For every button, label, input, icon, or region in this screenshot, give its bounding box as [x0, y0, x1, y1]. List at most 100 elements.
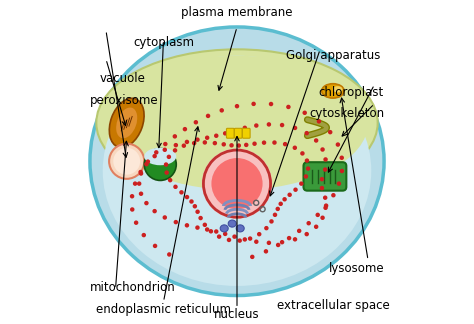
Circle shape — [173, 220, 178, 224]
Circle shape — [219, 108, 224, 113]
Circle shape — [192, 141, 196, 145]
Circle shape — [287, 192, 292, 197]
Circle shape — [320, 147, 325, 152]
Circle shape — [305, 158, 309, 163]
Circle shape — [109, 144, 144, 179]
FancyBboxPatch shape — [227, 128, 234, 138]
Circle shape — [173, 185, 178, 189]
Circle shape — [195, 210, 200, 214]
Circle shape — [297, 229, 301, 233]
Circle shape — [205, 135, 210, 140]
Circle shape — [287, 236, 292, 240]
Text: chloroplast: chloroplast — [319, 86, 384, 99]
Ellipse shape — [96, 49, 378, 196]
Circle shape — [306, 166, 310, 171]
Circle shape — [267, 241, 271, 245]
Circle shape — [307, 221, 311, 226]
Circle shape — [192, 204, 197, 209]
Circle shape — [214, 229, 219, 234]
Ellipse shape — [333, 86, 343, 93]
Circle shape — [328, 130, 332, 134]
Circle shape — [167, 252, 172, 257]
Circle shape — [206, 114, 210, 118]
Circle shape — [185, 223, 189, 227]
Circle shape — [254, 123, 258, 128]
Circle shape — [264, 249, 268, 254]
Circle shape — [173, 143, 178, 147]
Circle shape — [144, 201, 149, 205]
FancyBboxPatch shape — [303, 162, 346, 191]
Circle shape — [164, 162, 168, 167]
Circle shape — [163, 215, 167, 220]
Circle shape — [243, 237, 247, 242]
Circle shape — [195, 226, 200, 230]
Circle shape — [272, 140, 277, 145]
Circle shape — [199, 216, 203, 220]
Text: peroxisome: peroxisome — [90, 94, 159, 107]
Circle shape — [213, 141, 217, 145]
Circle shape — [252, 142, 257, 146]
Text: extracellular space: extracellular space — [276, 299, 389, 312]
Circle shape — [300, 151, 305, 156]
Circle shape — [316, 213, 320, 217]
Text: vacuole: vacuole — [100, 72, 146, 85]
Circle shape — [317, 119, 321, 123]
Circle shape — [314, 225, 319, 229]
Circle shape — [250, 255, 255, 259]
Ellipse shape — [90, 27, 384, 295]
Circle shape — [339, 156, 344, 160]
Text: lysosome: lysosome — [328, 262, 384, 275]
Circle shape — [302, 110, 307, 115]
Circle shape — [243, 126, 247, 130]
Circle shape — [304, 131, 309, 135]
Circle shape — [185, 140, 189, 144]
Circle shape — [323, 195, 328, 200]
Circle shape — [319, 177, 324, 181]
Ellipse shape — [220, 225, 228, 232]
Circle shape — [324, 203, 328, 208]
Ellipse shape — [236, 225, 244, 232]
Text: cytoplasm: cytoplasm — [133, 37, 194, 50]
Circle shape — [185, 195, 189, 199]
Circle shape — [278, 202, 283, 206]
Ellipse shape — [103, 56, 371, 286]
Circle shape — [304, 174, 308, 179]
Circle shape — [202, 223, 207, 227]
Circle shape — [254, 239, 258, 244]
Circle shape — [276, 243, 280, 247]
Circle shape — [163, 147, 167, 152]
Ellipse shape — [144, 148, 176, 165]
Circle shape — [182, 144, 186, 148]
Text: plasma membrane: plasma membrane — [181, 6, 293, 19]
Ellipse shape — [106, 56, 368, 190]
Circle shape — [269, 219, 273, 224]
Circle shape — [194, 120, 198, 124]
Circle shape — [237, 143, 241, 148]
Ellipse shape — [202, 148, 272, 219]
Ellipse shape — [116, 108, 137, 138]
Circle shape — [189, 199, 194, 204]
Text: cytoskeleton: cytoskeleton — [309, 107, 384, 120]
Circle shape — [336, 142, 340, 147]
Circle shape — [179, 190, 184, 195]
Circle shape — [130, 207, 135, 212]
Circle shape — [323, 205, 328, 210]
Circle shape — [251, 102, 256, 106]
Circle shape — [214, 133, 219, 138]
Circle shape — [134, 220, 138, 225]
Circle shape — [299, 181, 303, 186]
Circle shape — [167, 155, 171, 159]
Circle shape — [154, 150, 158, 155]
Text: nucleus: nucleus — [214, 308, 260, 321]
Circle shape — [267, 122, 271, 127]
Circle shape — [320, 215, 325, 220]
Circle shape — [168, 178, 173, 182]
Circle shape — [163, 142, 167, 146]
Circle shape — [137, 181, 141, 186]
Circle shape — [223, 232, 228, 236]
Circle shape — [293, 188, 298, 192]
Circle shape — [304, 232, 309, 236]
Circle shape — [113, 148, 140, 175]
Circle shape — [244, 143, 248, 147]
Circle shape — [273, 213, 277, 217]
